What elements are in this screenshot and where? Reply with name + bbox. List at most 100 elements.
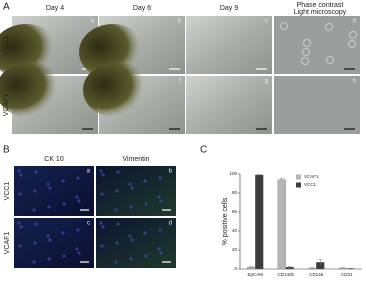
error-bar <box>348 267 353 269</box>
nucleus <box>76 176 80 180</box>
nucleus <box>100 192 104 196</box>
nucleus <box>48 186 52 190</box>
nucleus <box>61 179 65 183</box>
error-bar <box>257 174 262 176</box>
panel-letter: a <box>87 169 91 175</box>
nucleus <box>18 244 22 248</box>
panel-letter: f <box>179 79 181 85</box>
panel-letter: d <box>353 19 356 25</box>
row-label: VCC1 <box>4 182 11 201</box>
panel-letter: a <box>91 19 95 25</box>
nucleus <box>19 173 23 177</box>
nucleus <box>158 176 162 180</box>
y-tick-label: 100 <box>229 171 237 176</box>
nucleus <box>99 169 103 173</box>
nucleus <box>33 189 37 193</box>
legend-label: VCAF1 <box>304 174 319 179</box>
nucleus <box>46 234 50 238</box>
bar <box>255 174 264 270</box>
error-bar <box>318 259 323 266</box>
nucleus <box>101 173 105 177</box>
column-header: Day 4 <box>46 5 64 12</box>
cell <box>301 57 309 65</box>
nucleus <box>115 189 119 193</box>
x-tick-label: CD140b <box>277 272 294 277</box>
panel-label: C <box>200 145 207 156</box>
nucleus <box>77 199 81 203</box>
nucleus <box>144 202 148 206</box>
micrograph <box>274 16 360 74</box>
y-tick-label: 0 <box>234 266 237 271</box>
nucleus <box>129 205 133 209</box>
error-bar <box>287 266 292 268</box>
nucleus <box>17 221 21 225</box>
panel-letter: b <box>169 169 173 175</box>
nucleus <box>61 231 65 235</box>
legend-label: VCC1 <box>304 182 317 187</box>
legend-swatch <box>296 182 301 188</box>
y-tick-label: 60 <box>232 209 238 214</box>
nucleus <box>114 208 118 212</box>
nucleus <box>32 208 36 212</box>
nucleus <box>116 170 120 174</box>
fluorescence-image <box>96 218 176 268</box>
error-bar <box>279 178 284 181</box>
nucleus <box>144 254 148 258</box>
nucleus <box>157 247 161 251</box>
panel-letter: c <box>87 221 90 227</box>
nucleus <box>143 179 147 183</box>
nucleus <box>143 231 147 235</box>
nucleus <box>101 225 105 229</box>
column-header: Day 9 <box>220 5 238 12</box>
nucleus <box>17 169 21 173</box>
nucleus <box>129 257 133 261</box>
error-bar <box>249 266 254 268</box>
row-label: VCC1 <box>3 36 10 55</box>
legend-swatch <box>296 174 301 180</box>
fluorescence-image <box>14 166 94 216</box>
nucleus <box>130 238 134 242</box>
nucleus <box>159 199 163 203</box>
image-panels: abcdefghabcd <box>0 16 360 268</box>
nucleus <box>128 182 132 186</box>
nucleus <box>76 228 80 232</box>
nucleus <box>159 251 163 255</box>
x-tick-label: CD146 <box>309 272 324 277</box>
x-tick-label: CD31 <box>341 272 353 277</box>
bar-chart: 0 20 40 60 80 100 % positive cells EpCAM CD140b C… <box>222 171 362 277</box>
y-tick-label: 40 <box>232 228 238 233</box>
column-header: CK 10 <box>44 156 64 163</box>
nucleus <box>34 222 38 226</box>
nucleus <box>114 260 118 264</box>
panel-letter: h <box>353 79 356 85</box>
nucleus <box>77 251 81 255</box>
nucleus <box>99 221 103 225</box>
nucleus <box>46 182 50 186</box>
nucleus <box>48 238 52 242</box>
cell <box>326 56 334 64</box>
nucleus <box>47 257 51 261</box>
bar <box>277 179 286 270</box>
panel-letter: b <box>178 19 182 25</box>
cell <box>348 40 356 48</box>
cell <box>302 48 310 56</box>
column-header: Vimentin <box>122 156 149 163</box>
y-axis-label: % positive cells <box>222 197 229 245</box>
nucleus <box>34 170 38 174</box>
cell <box>280 22 288 30</box>
y-tick-label: 80 <box>232 190 238 195</box>
micrograph <box>274 76 360 134</box>
column-header: Light microscopy <box>294 9 347 16</box>
cell <box>303 39 311 47</box>
nucleus <box>33 241 37 245</box>
column-header: Day 6 <box>133 5 151 12</box>
row-label: VCAF1 <box>3 94 10 117</box>
nucleus <box>115 241 119 245</box>
y-tick-label: 20 <box>232 247 238 252</box>
nucleus <box>75 195 79 199</box>
cell <box>349 31 357 39</box>
nucleus <box>62 254 66 258</box>
x-tick-label: EpCAM <box>247 272 263 277</box>
micrograph <box>186 16 272 74</box>
